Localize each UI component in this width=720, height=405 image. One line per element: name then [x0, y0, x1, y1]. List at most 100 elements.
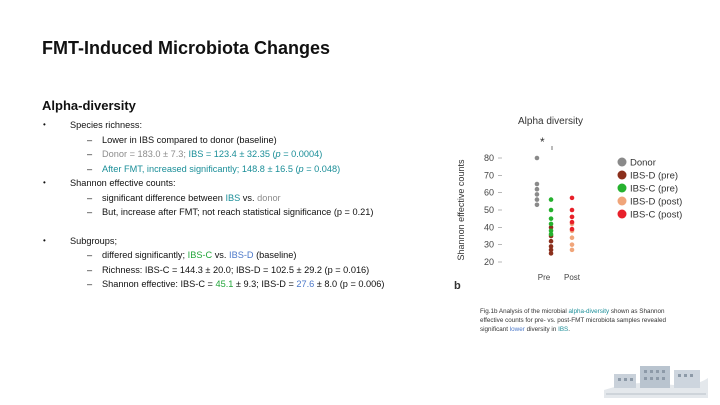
caption-text: .	[568, 326, 570, 333]
data-point	[569, 235, 575, 241]
bullet-item: • Subgroups;	[40, 234, 440, 249]
legend-entry: IBS-D (pre)	[630, 171, 678, 182]
data-point	[548, 231, 554, 237]
legend-marker	[617, 209, 627, 219]
caption-highlight: lower	[509, 326, 525, 333]
bullet-list: • Species richness: – Lower in IBS compare…	[40, 118, 440, 292]
data-point	[534, 192, 540, 197]
ibs-c-value: 45.1	[215, 279, 234, 289]
sub-bullet-item: – Donor = 183.0 ± 7.3; IBS = 123.4 ± 32.3…	[40, 147, 440, 162]
bullet-text: Lower in IBS compared to donor (baseline…	[102, 134, 277, 145]
sub-bullet-item: – Richness: IBS-C = 144.3 ± 20.0; IBS-D =…	[40, 263, 440, 278]
y-tick-label: 50	[484, 205, 494, 215]
caption-text: Fig.1b Analysis of the microbial	[480, 308, 569, 315]
ibs-label: IBS	[225, 192, 241, 203]
dash: –	[87, 192, 93, 203]
sub-bullet-item: – differed significantly; IBS-C vs. IBS-D…	[40, 248, 440, 263]
data-point	[548, 244, 554, 249]
y-axis-label: Shannon effective counts	[456, 159, 466, 260]
bullet-item: • Shannon effective counts:	[40, 176, 440, 191]
data-point	[534, 181, 540, 187]
data-point	[548, 197, 554, 202]
data-point	[548, 225, 554, 230]
data-point	[548, 247, 554, 253]
sub-bullet-item: – Lower in IBS compared to donor (baselin…	[40, 133, 440, 148]
legend-entry: Donor	[630, 158, 656, 169]
ibs-stat: IBS = 123.4 ± 32.35 (	[188, 149, 276, 159]
legend-marker	[617, 170, 627, 180]
bullet-dot: •	[43, 235, 46, 245]
bullet-text: Subgroups;	[70, 235, 117, 246]
sub-bullet-item: – But, increase after FMT; not reach stat…	[40, 205, 440, 220]
legend-entry: IBS-C (post)	[630, 210, 682, 221]
bullet-text: differed significantly;	[102, 250, 188, 260]
donor-label: donor	[257, 192, 281, 203]
legend-entry: IBS-D (post)	[630, 197, 682, 208]
dash: –	[87, 264, 93, 275]
bullet-text: vs.	[212, 250, 230, 260]
sub-bullet-item: – After FMT, increased significantly; 148…	[40, 162, 440, 177]
dash: –	[87, 279, 93, 289]
dash: –	[87, 207, 93, 217]
data-point	[548, 207, 554, 213]
bullet-dot: •	[43, 178, 46, 187]
caption-text: diversity in	[524, 326, 559, 333]
data-point	[569, 195, 575, 201]
data-point	[569, 207, 575, 213]
significance-marker: *	[540, 135, 545, 149]
after-fmt-text: After FMT, increased significantly;	[102, 163, 242, 174]
data-point	[569, 247, 575, 253]
dash: –	[87, 163, 93, 174]
data-point	[569, 242, 575, 247]
bullet-text: ± 8.0 (p = 0.006)	[314, 279, 385, 289]
data-point	[534, 155, 540, 161]
legend-entry: IBS-C (pre)	[630, 184, 678, 195]
legend-marker	[617, 196, 627, 206]
caption-highlight: IBS	[558, 326, 569, 333]
alpha-diversity-chart: Alpha diversity Shannon effective counts 2…	[454, 116, 682, 292]
y-tick-label: 60	[484, 188, 494, 198]
p-value: = 0.048)	[303, 163, 341, 174]
panel-label: b	[454, 280, 461, 292]
bullet-text: But, increase after FMT; not reach stati…	[102, 207, 374, 217]
p-symbol: p	[298, 163, 304, 174]
y-tick-label: 20	[484, 257, 494, 267]
p-value: = 0.0004)	[280, 149, 323, 159]
dash: –	[87, 134, 93, 145]
data-point	[569, 214, 575, 220]
x-tick-label: Pre	[538, 273, 551, 282]
data-point	[569, 219, 575, 225]
caption-highlight: alpha-diversity	[568, 308, 610, 315]
data-point	[548, 251, 554, 256]
bullet-text: (baseline)	[253, 250, 297, 260]
ibs-c-label: IBS-C	[187, 250, 213, 260]
bullet-text: vs.	[240, 192, 258, 203]
bullet-text: Species richness:	[70, 120, 143, 130]
sub-bullet-item: – Shannon effective: IBS-C = 45.1 ± 9.3; …	[40, 277, 440, 292]
p-symbol: p	[275, 149, 281, 159]
legend-marker	[617, 157, 627, 167]
dash: –	[87, 250, 93, 260]
y-tick-label: 30	[484, 240, 494, 250]
donor-stat: Donor = 183.0 ± 7.3;	[102, 149, 189, 159]
bullet-text: Shannon effective: IBS-C =	[102, 279, 216, 289]
data-point	[548, 221, 554, 227]
data-point	[569, 226, 575, 232]
data-point	[548, 216, 554, 221]
y-tick-label: 70	[484, 170, 494, 180]
section-heading: Alpha-diversity	[42, 98, 136, 113]
data-point	[548, 228, 554, 234]
legend-marker	[617, 183, 627, 193]
data-point	[534, 197, 540, 202]
slide-title: FMT-Induced Microbiota Changes	[42, 38, 331, 58]
x-tick-label: Post	[564, 273, 581, 282]
figure-caption: Fig.1b Analysis of the microbial alpha-d…	[480, 307, 680, 334]
dash: –	[87, 149, 93, 159]
bullet-text: significant difference between	[102, 192, 226, 203]
campus-photo-thumbnail	[604, 350, 708, 398]
y-tick-label: 40	[484, 222, 494, 232]
bullet-text: Shannon effective counts:	[70, 178, 176, 188]
sub-bullet-item: – significant difference between IBS vs. …	[40, 191, 440, 206]
bullet-dot: •	[43, 120, 46, 129]
alpha-diversity-figure: Alpha diversity Shannon effective counts 2…	[452, 108, 692, 298]
